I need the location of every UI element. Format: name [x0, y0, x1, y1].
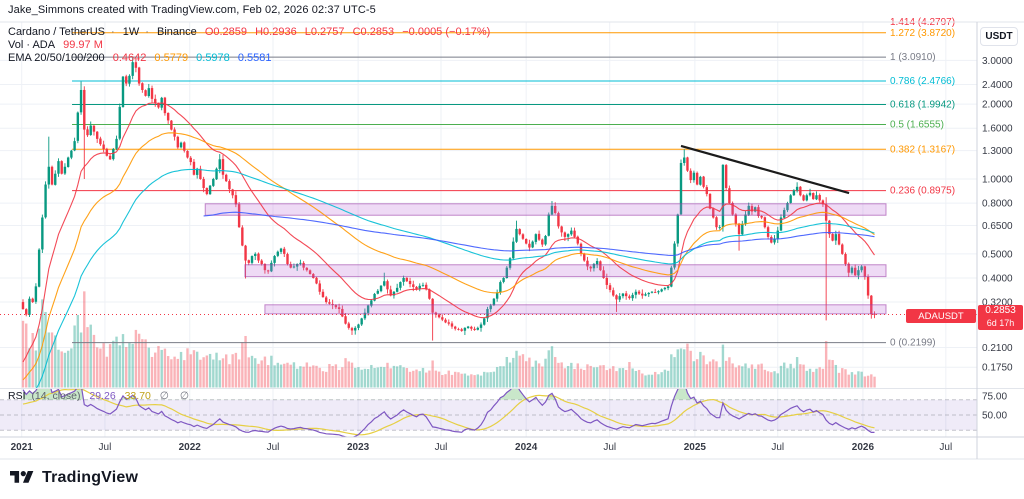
svg-text:1.272 (3.8720): 1.272 (3.8720) — [890, 28, 955, 39]
rsi-value: 29.26 — [89, 390, 116, 402]
svg-text:0.382 (1.3167): 0.382 (1.3167) — [890, 144, 955, 155]
svg-text:0.8000: 0.8000 — [982, 199, 1013, 210]
svg-text:Jul: Jul — [267, 442, 280, 453]
svg-text:0.5 (1.6555): 0.5 (1.6555) — [890, 120, 944, 131]
ohlc-open: O0.2859 — [204, 26, 248, 38]
price-axis[interactable]: 3.0000 2.4000 2.0000 1.6000 1.3000 1.0000 0.80… — [982, 56, 1013, 422]
svg-text:2026: 2026 — [852, 442, 875, 453]
rsi-legend-row[interactable]: RSI (14, close) 29.26 33.70 ∅ ∅ — [8, 390, 193, 402]
supply-demand-zones — [204, 203, 887, 315]
ema-lines — [22, 102, 875, 389]
descending-trendline[interactable] — [680, 144, 850, 195]
ema200-value: 0.5581 — [237, 52, 272, 64]
svg-text:0.3200: 0.3200 — [982, 298, 1013, 309]
ema-legend-row[interactable]: EMA 20/50/100/200 0.4642 0.5779 0.5978 0… — [8, 52, 277, 64]
currency-toggle-button[interactable]: USDT — [980, 27, 1018, 46]
svg-text:0.6500: 0.6500 — [982, 221, 1013, 232]
svg-text:0.1750: 0.1750 — [982, 363, 1013, 374]
fib-labels: 1.414 (4.2797)1.272 (3.8720)1 (3.0910)0.… — [890, 17, 955, 349]
ohlc-close: C0.2853 — [352, 26, 395, 38]
tradingview-brand-text: TradingView — [42, 468, 139, 486]
tradingview-footer[interactable]: TradingView — [10, 468, 138, 487]
svg-text:0.618 (1.9942): 0.618 (1.9942) — [890, 99, 955, 110]
svg-text:2022: 2022 — [179, 442, 202, 453]
svg-text:1 (3.0910): 1 (3.0910) — [890, 52, 936, 63]
last-price-tag: 0.2853 6d 17h — [978, 305, 1023, 330]
svg-text:1.0000: 1.0000 — [982, 175, 1013, 186]
svg-text:1.3000: 1.3000 — [982, 146, 1013, 157]
time-axis[interactable]: 2021 Jul 2022 Jul 2023 Jul 2024 Jul 2025 Jul 2026 J… — [11, 442, 953, 453]
ema100-value: 0.5978 — [196, 52, 230, 64]
symbol-name[interactable]: Cardano / TetherUS — [8, 26, 106, 38]
volume-label: Vol · ADA — [8, 39, 56, 51]
bar-countdown: 6d 17h — [986, 318, 1015, 328]
pane-borders — [0, 21, 1024, 460]
last-price-symbol-tag: ADAUSDT — [906, 309, 976, 323]
svg-text:0.786 (2.4766): 0.786 (2.4766) — [890, 76, 955, 87]
rsi-params: (14, close) — [31, 390, 81, 402]
svg-text:0.5000: 0.5000 — [982, 249, 1013, 260]
svg-text:2021: 2021 — [11, 442, 34, 453]
volume-value: 99.97 M — [63, 39, 103, 51]
interval-label[interactable]: 1W — [122, 26, 140, 38]
svg-text:2024: 2024 — [515, 442, 538, 453]
rsi-pane — [0, 389, 977, 437]
fib-retracement — [72, 22, 886, 344]
ohlc-low: L0.2757 — [304, 26, 345, 38]
svg-text:0.236 (0.8975): 0.236 (0.8975) — [890, 186, 955, 197]
main-pane — [21, 22, 887, 389]
ema-label: EMA 20/50/100/200 — [8, 52, 105, 64]
ema20-value: 0.4642 — [112, 52, 147, 64]
svg-text:50.00: 50.00 — [982, 411, 1007, 422]
tradingview-logo-icon[interactable] — [10, 468, 34, 487]
svg-text:75.00: 75.00 — [982, 392, 1007, 403]
exchange-label: Binance — [157, 26, 197, 38]
rsi-label: RSI — [8, 390, 26, 402]
svg-text:2.4000: 2.4000 — [982, 80, 1013, 91]
rsi-ma-value: 33.70 — [124, 390, 151, 402]
svg-text:2.0000: 2.0000 — [982, 100, 1013, 111]
svg-text:1.6000: 1.6000 — [982, 124, 1013, 135]
svg-text:Jul: Jul — [603, 442, 616, 453]
attribution-text: Jake_Simmons created with TradingView.co… — [8, 4, 376, 16]
svg-text:2025: 2025 — [684, 442, 707, 453]
svg-text:Jul: Jul — [99, 442, 112, 453]
svg-text:0.2100: 0.2100 — [982, 343, 1013, 354]
ohlc-change: −0.0005 (−0.17%) — [402, 26, 491, 38]
rsi-disabled-plots: ∅ ∅ — [159, 390, 194, 402]
svg-text:Jul: Jul — [771, 442, 784, 453]
svg-text:Jul: Jul — [939, 442, 952, 453]
last-price-value: 0.2853 — [985, 305, 1016, 316]
svg-text:Jul: Jul — [435, 442, 448, 453]
svg-text:0 (0.2199): 0 (0.2199) — [890, 338, 936, 349]
svg-text:3.0000: 3.0000 — [982, 56, 1013, 67]
volume-legend-row[interactable]: Vol · ADA 99.97 M — [8, 39, 108, 51]
candles — [21, 57, 876, 341]
svg-text:2023: 2023 — [347, 442, 370, 453]
ohlc-high: H0.2936 — [255, 26, 297, 38]
svg-text:0.4000: 0.4000 — [982, 273, 1013, 284]
symbol-legend-row[interactable]: Cardano / TetherUS · 1W · Binance O0.2859 … — [8, 26, 491, 38]
ema50-value: 0.5779 — [154, 52, 189, 64]
